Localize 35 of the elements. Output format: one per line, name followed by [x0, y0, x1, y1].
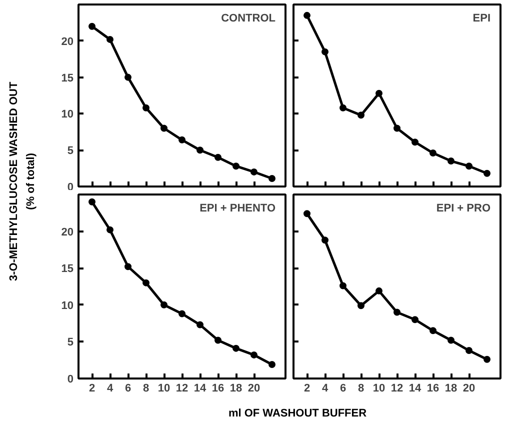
- x-tick-label: 10: [158, 382, 170, 394]
- text: EPI + PHENTO: [200, 202, 276, 214]
- y-axis-title: 3-O-METHYLGLUCOSE WASHED OUT (% of total): [8, 82, 37, 282]
- x-tick-label: 8: [358, 382, 364, 394]
- y-tick-label: 20: [61, 36, 74, 48]
- y-tick-label: 5: [67, 336, 74, 349]
- x-tick-label: 16: [426, 382, 440, 394]
- y-tick-label: 0: [67, 374, 74, 386]
- y-tick-label: 15: [61, 263, 74, 276]
- x-tick-label: 8: [142, 382, 150, 394]
- x-tick-label: 2: [88, 382, 96, 394]
- y-tick-label: 20: [61, 226, 74, 238]
- x-tick-label: 2: [304, 382, 310, 394]
- x-tick-label: 16: [212, 382, 224, 394]
- text: EPI: [472, 12, 491, 24]
- x-tick-label: 6: [340, 382, 346, 394]
- text: EPI + PRO: [436, 202, 491, 214]
- x-tick-label: 10: [372, 382, 386, 394]
- x-tick-label: 14: [408, 382, 422, 394]
- x-axis-title: ml OF WASHOUT BUFFER: [228, 408, 367, 420]
- x-tick-label: 6: [124, 382, 132, 394]
- x-tick-label: 4: [106, 382, 114, 394]
- y-tick-label: 10: [61, 300, 74, 312]
- x-tick-label: 12: [176, 382, 188, 394]
- x-tick-label: 18: [444, 382, 458, 394]
- text: CONTROL: [221, 12, 276, 24]
- x-tick-label: 14: [194, 382, 207, 394]
- x-tick-label: 4: [322, 382, 329, 394]
- x-tick-label: 18: [230, 382, 242, 394]
- y-tick-label: 15: [61, 72, 74, 84]
- y-tick-label: 5: [67, 145, 74, 158]
- x-tick-label: 20: [248, 382, 260, 394]
- y-tick-label: 10: [61, 108, 74, 121]
- x-tick-label: 12: [390, 382, 404, 394]
- x-tick-label: 20: [462, 382, 476, 394]
